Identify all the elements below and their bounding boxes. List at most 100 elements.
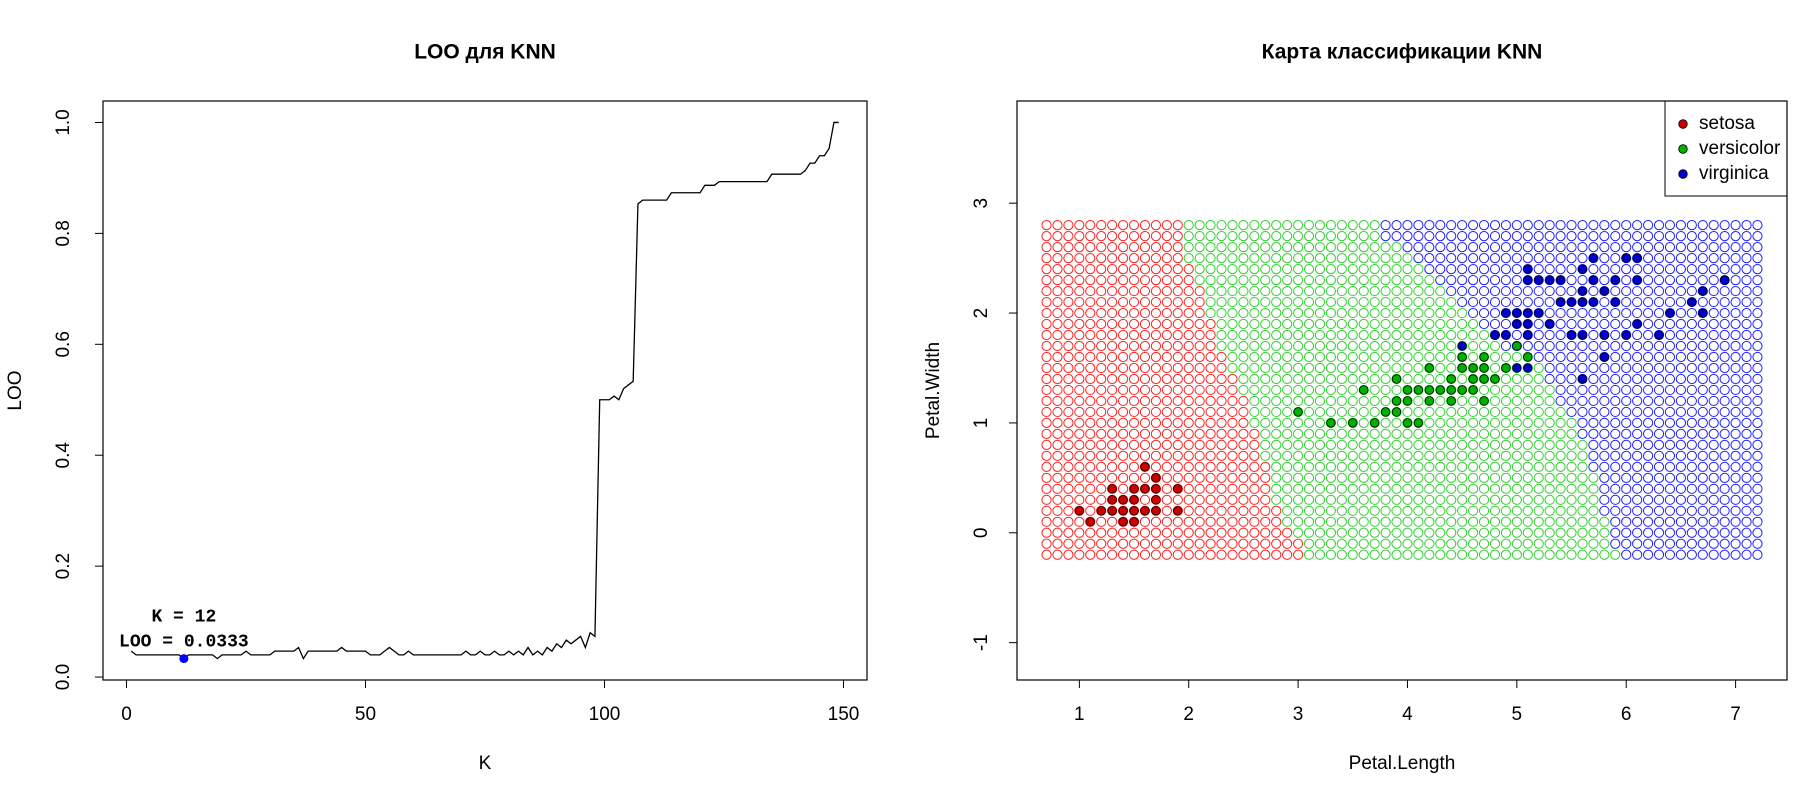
- map-cell: [1478, 549, 1490, 560]
- map-cell: [1511, 439, 1522, 450]
- map-cell: [1642, 351, 1654, 363]
- map-cell: [1117, 472, 1129, 483]
- map-cell: [1205, 329, 1216, 341]
- data-point: [1424, 396, 1435, 406]
- map-cell: [1599, 220, 1610, 231]
- map-cell: [1730, 373, 1741, 385]
- map-cell: [1249, 253, 1260, 264]
- map-cell: [1599, 340, 1610, 352]
- map-cell: [1150, 253, 1162, 264]
- map-cell: [1533, 461, 1544, 472]
- map-cell: [1282, 285, 1293, 297]
- map-cell: [1347, 373, 1358, 385]
- map-cell: [1642, 549, 1654, 560]
- map-cell: [1610, 417, 1621, 429]
- map-cell: [1610, 340, 1621, 352]
- y-tick-label: 3: [971, 198, 992, 209]
- map-cell: [1271, 285, 1282, 297]
- map-cell: [1446, 351, 1457, 363]
- map-cell: [1632, 450, 1643, 461]
- map-cell: [1096, 417, 1107, 429]
- map-cell: [1708, 439, 1719, 450]
- map-cell: [1117, 231, 1129, 242]
- map-cell: [1041, 263, 1052, 275]
- map-cell: [1424, 439, 1435, 450]
- map-cell: [1205, 242, 1216, 253]
- map-cell: [1249, 494, 1260, 505]
- map-cell: [1249, 329, 1260, 341]
- map-cell: [1577, 417, 1588, 429]
- map-cell: [1577, 527, 1588, 538]
- map-cell: [1107, 351, 1118, 363]
- map-cell: [1074, 395, 1085, 407]
- map-cell: [1161, 527, 1172, 538]
- map-cell: [1467, 406, 1479, 418]
- map-cell: [1063, 472, 1074, 483]
- map-cell: [1238, 318, 1249, 330]
- map-cell: [1052, 242, 1063, 253]
- map-cell: [1085, 538, 1096, 549]
- map-cell: [1533, 406, 1544, 418]
- data-point: [1566, 297, 1577, 307]
- map-cell: [1719, 549, 1730, 560]
- map-cell: [1292, 329, 1304, 341]
- map-cell: [1303, 318, 1315, 330]
- map-cell: [1150, 516, 1162, 527]
- map-cell: [1752, 296, 1763, 308]
- map-cell: [1117, 362, 1129, 374]
- map-cell: [1325, 472, 1337, 483]
- map-cell: [1413, 527, 1424, 538]
- map-cell: [1642, 296, 1654, 308]
- map-cell: [1511, 505, 1522, 516]
- map-cell: [1664, 406, 1676, 418]
- map-cell: [1621, 527, 1632, 538]
- map-cell: [1708, 494, 1719, 505]
- map-cell: [1336, 395, 1347, 407]
- legend-marker: [1678, 169, 1688, 179]
- map-cell: [1566, 428, 1577, 439]
- map-cell: [1292, 461, 1304, 472]
- map-cell: [1172, 318, 1183, 330]
- map-cell: [1117, 417, 1129, 429]
- map-cell: [1577, 231, 1588, 242]
- map-cell: [1467, 340, 1479, 352]
- map-cell: [1369, 395, 1380, 407]
- map-cell: [1282, 395, 1293, 407]
- map-cell: [1096, 450, 1107, 461]
- map-cell: [1336, 483, 1347, 494]
- map-cell: [1139, 253, 1151, 264]
- y-axis-label: LOO: [5, 370, 26, 410]
- map-cell: [1358, 318, 1369, 330]
- map-cell: [1249, 351, 1260, 363]
- map-cell: [1063, 329, 1074, 341]
- map-cell: [1413, 373, 1424, 385]
- map-cell: [1369, 296, 1380, 308]
- map-cell: [1139, 296, 1151, 308]
- map-cell: [1172, 494, 1183, 505]
- data-point: [1665, 308, 1675, 318]
- map-cell: [1336, 505, 1347, 516]
- map-cell: [1533, 494, 1544, 505]
- map-cell: [1063, 242, 1074, 253]
- map-cell: [1719, 505, 1730, 516]
- map-cell: [1358, 406, 1369, 418]
- map-cell: [1446, 406, 1457, 418]
- map-cell: [1653, 527, 1665, 538]
- map-cell: [1708, 538, 1719, 549]
- map-cell: [1577, 318, 1588, 330]
- map-cell: [1107, 538, 1118, 549]
- map-cell: [1139, 428, 1151, 439]
- data-point: [1424, 363, 1435, 373]
- map-cell: [1500, 527, 1512, 538]
- map-cell: [1708, 527, 1719, 538]
- map-cell: [1522, 450, 1533, 461]
- map-cell: [1730, 461, 1741, 472]
- map-cell: [1402, 242, 1413, 253]
- map-cell: [1457, 274, 1468, 286]
- data-point: [1534, 308, 1544, 318]
- map-cell: [1566, 472, 1577, 483]
- map-cell: [1435, 274, 1446, 286]
- data-point: [1479, 396, 1489, 406]
- map-cell: [1325, 285, 1337, 297]
- map-cell: [1511, 329, 1522, 341]
